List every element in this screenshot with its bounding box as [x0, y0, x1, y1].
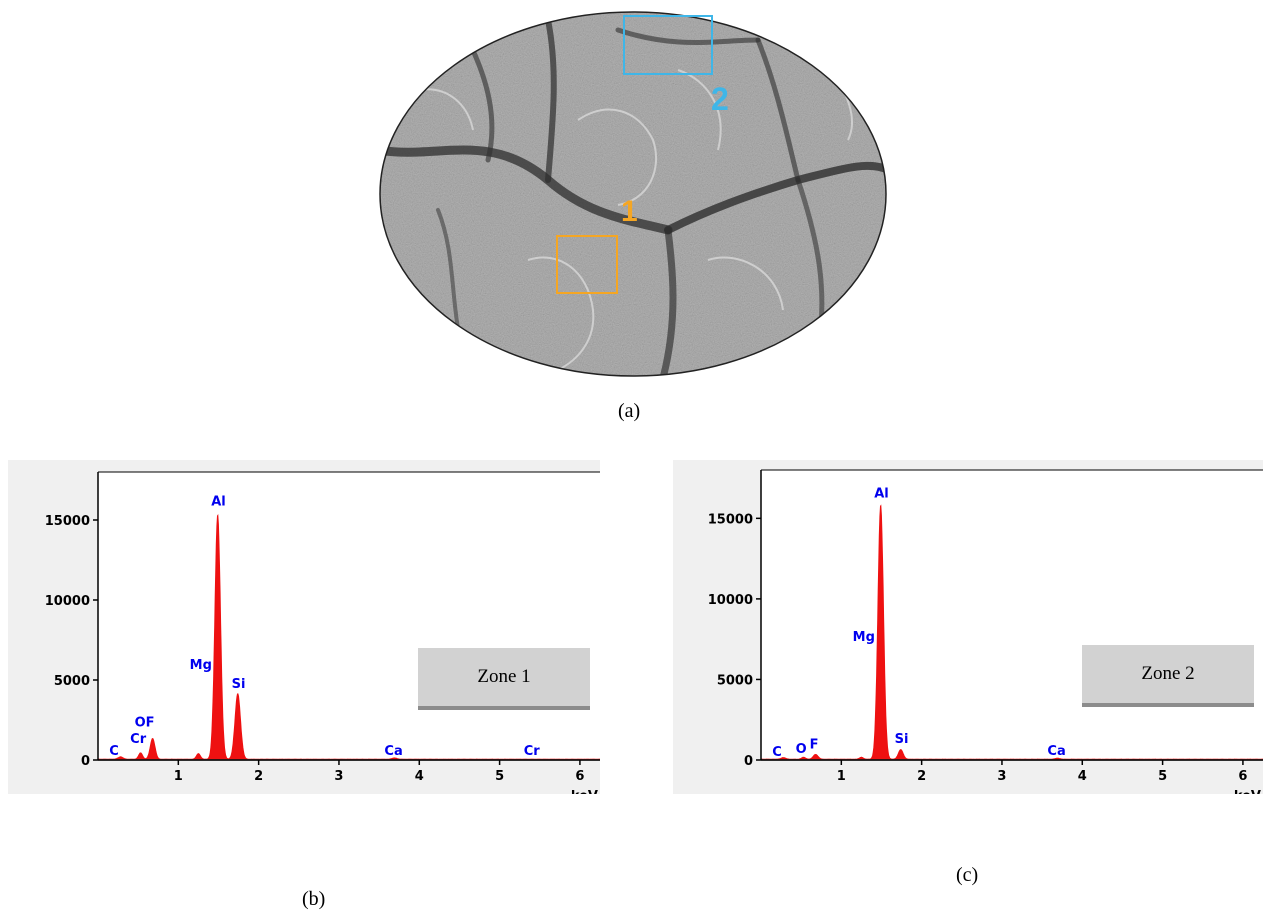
x-tick-label: 3 [334, 769, 343, 784]
y-tick-label: 5000 [717, 673, 753, 688]
x-tick-label: 3 [997, 769, 1006, 784]
element-label: Cr [524, 744, 541, 759]
element-label: Ca [1047, 744, 1065, 759]
caption-b: (b) [302, 888, 326, 910]
element-label: C [772, 745, 782, 760]
element-label: Mg [190, 658, 212, 673]
y-tick-label: 0 [744, 754, 753, 769]
element-label: OF [135, 715, 155, 730]
element-label: Si [232, 677, 246, 692]
x-axis-label: keV [571, 789, 598, 794]
element-label: O [796, 742, 807, 757]
region-1-label: 1 [621, 195, 638, 228]
caption-c: (c) [956, 864, 979, 886]
element-label: Al [874, 486, 889, 501]
x-tick-label: 4 [415, 769, 424, 784]
x-tick-label: 4 [1078, 769, 1087, 784]
x-tick-label: 5 [1158, 769, 1167, 784]
element-label: Si [895, 732, 909, 747]
element-label: Mg [853, 630, 875, 645]
y-tick-label: 15000 [45, 514, 90, 529]
caption-a: (a) [618, 400, 641, 422]
x-axis-label: keV [1234, 789, 1261, 794]
element-label: Al [211, 495, 226, 510]
region-2-box [623, 15, 713, 75]
spectrum-series [97, 514, 600, 761]
x-tick-label: 2 [917, 769, 926, 784]
element-label: Cr [130, 732, 147, 747]
eds-spectrum-zone-2: 0 5000 10000 15000 1 2 3 4 5 6 keV COF Mg Al Si Ca Zone… [673, 460, 1263, 794]
x-tick-label: 1 [174, 769, 183, 784]
element-label: F [810, 738, 819, 753]
x-tick-label: 6 [575, 769, 584, 784]
region-1-box [556, 235, 618, 294]
y-tick-label: 5000 [54, 674, 90, 689]
plot-area [98, 472, 600, 760]
zone-1-label-box: Zone 1 [418, 648, 590, 710]
x-tick-label: 6 [1238, 769, 1247, 784]
y-tick-label: 0 [81, 754, 90, 769]
plot-area [761, 470, 1263, 760]
spectrum-series [760, 504, 1263, 761]
sem-micrograph: 1 2 [379, 11, 887, 377]
x-tick-label: 1 [837, 769, 846, 784]
spectrum-plot-zone-1: 0 5000 10000 15000 1 2 3 4 5 6 keV C Cr OF Mg Al Si Ca Cr [45, 471, 600, 794]
region-2-label: 2 [711, 81, 729, 117]
element-label: C [109, 744, 119, 759]
zone-2-label-box: Zone 2 [1082, 645, 1254, 707]
y-tick-label: 10000 [708, 593, 753, 608]
y-tick-label: 15000 [708, 512, 753, 527]
eds-spectrum-zone-1: 050001000015000123456keVCCrOFMgAlSiCaCr … [8, 460, 600, 794]
spectrum-plot-zone-2: 0 5000 10000 15000 1 2 3 4 5 6 keV COF Mg Al Si Ca [708, 469, 1263, 794]
element-label: Ca [384, 744, 402, 759]
x-tick-label: 5 [495, 769, 504, 784]
y-tick-label: 10000 [45, 594, 90, 609]
x-tick-label: 2 [254, 769, 263, 784]
